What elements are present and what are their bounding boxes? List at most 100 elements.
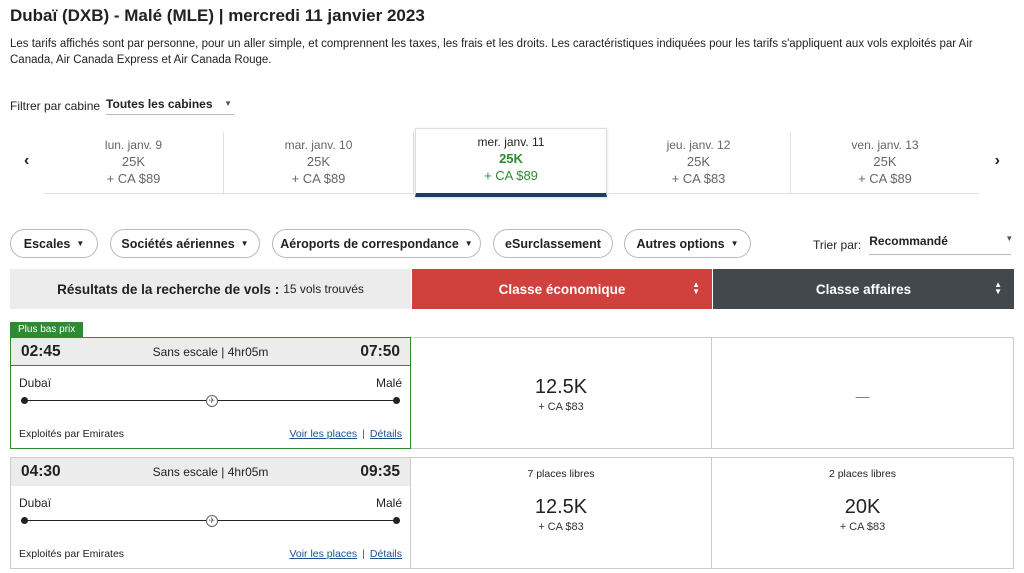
fare-description: Les tarifs affichés sont par personne, p… xyxy=(10,38,973,66)
results-header: Résultats de la recherche de vols : 15 v… xyxy=(10,269,411,309)
chevron-left-icon[interactable]: ‹ xyxy=(24,152,30,169)
airports-filter-button[interactable]: Aéroports de correspondance ▼ xyxy=(272,229,481,258)
flight-footer: Exploités par Emirates Voir les places | D… xyxy=(19,428,402,440)
caret-down-icon: ▼ xyxy=(76,239,85,248)
lowest-price-badge: Plus bas prix xyxy=(10,322,84,337)
seats-available: 7 places libres xyxy=(527,468,595,480)
date-tab[interactable]: ven. janv. 13 25K + CA $89 xyxy=(791,132,979,194)
fare-points: 20K xyxy=(844,496,881,518)
economy-fare-cell[interactable]: 12.5K + CA $83 xyxy=(411,337,712,449)
destination-dot-icon xyxy=(393,517,400,524)
sort-icon: ▲ ▼ xyxy=(692,280,700,296)
seats-available: 2 places libres xyxy=(828,468,897,480)
sort-select[interactable]: Recommandé ▼ xyxy=(869,234,1014,255)
flight-info[interactable]: 02:45 Sans escale | 4hr05m 07:50 Dubaï M… xyxy=(10,337,411,449)
operator-text: Exploités par Emirates xyxy=(19,548,125,560)
upgrade-filter-button[interactable]: eSurclassement xyxy=(493,229,613,258)
cabin-filter: Filtrer par cabine Toutes les cabines ▼ xyxy=(10,97,235,115)
departure-time: 04:30 xyxy=(21,463,61,480)
origin-dot-icon xyxy=(21,517,28,524)
route-cities: Dubaï Malé xyxy=(11,376,410,390)
fare-cash: + CA $83 xyxy=(538,521,584,533)
date-points: 25K xyxy=(121,154,146,169)
flight-duration: Sans escale | 4hr05m xyxy=(152,465,269,479)
airlines-filter-button[interactable]: Sociétés aériennes ▼ xyxy=(110,229,260,258)
destination-city: Malé xyxy=(375,376,402,390)
upgrade-filter-label: eSurclassement xyxy=(505,236,601,251)
route-line: ✈ xyxy=(21,395,400,407)
economy-fare-cell[interactable]: 7 places libres 12.5K + CA $83 xyxy=(411,457,712,569)
operator-text: Exploités par Emirates xyxy=(19,428,125,440)
destination-dot-icon xyxy=(393,397,400,404)
date-cash: + CA $89 xyxy=(484,168,538,183)
caret-down-icon: ▼ xyxy=(240,239,249,248)
date-label: ven. janv. 13 xyxy=(851,138,919,152)
fare-cash: + CA $83 xyxy=(839,521,886,533)
flight-duration: Sans escale | 4hr05m xyxy=(152,344,269,359)
more-options-label: Autres options xyxy=(636,236,725,251)
fare-cash: + CA $83 xyxy=(538,401,584,413)
date-label: lun. janv. 9 xyxy=(104,138,163,152)
date-tab[interactable]: jeu. janv. 12 25K + CA $83 xyxy=(607,132,791,194)
route-line: ✈ xyxy=(21,515,400,527)
date-points: 25K xyxy=(873,154,897,169)
economy-cabin-header[interactable]: Classe économique ▲ ▼ xyxy=(412,269,712,309)
flight-row: 04:30 Sans escale | 4hr05m 09:35 Dubaï M… xyxy=(10,457,1014,569)
origin-city: Dubaï xyxy=(19,496,52,510)
business-fare-cell: — xyxy=(712,337,1014,449)
plane-icon: ✈ xyxy=(206,395,218,407)
business-cabin-label: Classe affaires xyxy=(815,281,912,297)
view-seats-link[interactable]: Voir les places xyxy=(289,428,358,440)
date-tab-selected[interactable]: mer. janv. 11 25K + CA $89 xyxy=(415,128,607,197)
flight-times: 04:30 Sans escale | 4hr05m 09:35 xyxy=(11,458,410,486)
date-tab[interactable]: mar. janv. 10 25K + CA $89 xyxy=(224,132,414,194)
date-cash: + CA $89 xyxy=(106,171,161,186)
date-tab[interactable]: lun. janv. 9 25K + CA $89 xyxy=(44,132,224,194)
chevron-right-icon[interactable]: › xyxy=(994,152,1000,169)
view-seats-link[interactable]: Voir les places xyxy=(289,548,358,560)
economy-cabin-label: Classe économique xyxy=(498,281,626,297)
route-cities: Dubaï Malé xyxy=(11,496,410,510)
caret-down-icon: ▼ xyxy=(464,239,473,248)
date-cash: + CA $89 xyxy=(291,171,346,186)
arrival-time: 07:50 xyxy=(360,342,400,360)
plane-icon: ✈ xyxy=(206,515,218,527)
date-points: 25K xyxy=(499,151,523,166)
sort-label: Trier par: xyxy=(813,237,862,252)
date-label: mer. janv. 11 xyxy=(477,135,545,149)
fare-points: 12.5K xyxy=(534,496,588,518)
flight-footer: Exploités par Emirates Voir les places | D… xyxy=(19,548,402,560)
details-link[interactable]: Détails xyxy=(369,548,402,560)
caret-down-icon: ▼ xyxy=(730,239,739,248)
date-label: jeu. janv. 12 xyxy=(666,138,731,152)
flight-row: 02:45 Sans escale | 4hr05m 07:50 Dubaï M… xyxy=(10,337,1014,449)
date-carousel: ‹ lun. janv. 9 25K + CA $89 mar. janv. 1… xyxy=(10,128,1014,198)
cabin-filter-value: Toutes les cabines xyxy=(106,97,213,111)
business-fare-cell[interactable]: 2 places libres 20K + CA $83 xyxy=(712,457,1014,569)
destination-city: Malé xyxy=(375,496,402,510)
stops-filter-label: Escales xyxy=(23,236,71,251)
page-title: Dubaï (DXB) - Malé (MLE) | mercredi 11 j… xyxy=(10,6,425,25)
origin-city: Dubaï xyxy=(19,376,52,390)
details-link[interactable]: Détails xyxy=(369,428,402,440)
fare-unavailable: — xyxy=(855,388,870,404)
more-options-button[interactable]: Autres options ▼ xyxy=(624,229,751,258)
origin-dot-icon xyxy=(21,397,28,404)
date-cash: + CA $89 xyxy=(858,171,912,186)
arrival-time: 09:35 xyxy=(360,463,400,480)
chevron-down-icon: ▼ xyxy=(1005,234,1014,243)
flight-info[interactable]: 04:30 Sans escale | 4hr05m 09:35 Dubaï M… xyxy=(10,457,411,569)
seats-available xyxy=(411,348,711,362)
sort-icon: ▲ ▼ xyxy=(994,280,1002,296)
stops-filter-button[interactable]: Escales ▼ xyxy=(10,229,98,258)
airlines-filter-label: Sociétés aériennes xyxy=(121,236,235,251)
fare-points: 12.5K xyxy=(534,376,588,398)
date-points: 25K xyxy=(306,154,331,169)
date-label: mar. janv. 10 xyxy=(284,138,353,152)
cabin-filter-select[interactable]: Toutes les cabines ▼ xyxy=(106,97,235,115)
results-label: Résultats de la recherche de vols : xyxy=(57,281,280,297)
business-cabin-header[interactable]: Classe affaires ▲ ▼ xyxy=(713,269,1014,309)
date-points: 25K xyxy=(686,154,711,169)
results-count: 15 vols trouvés xyxy=(283,282,364,296)
sort-control: Trier par: Recommandé ▼ xyxy=(813,234,1014,255)
